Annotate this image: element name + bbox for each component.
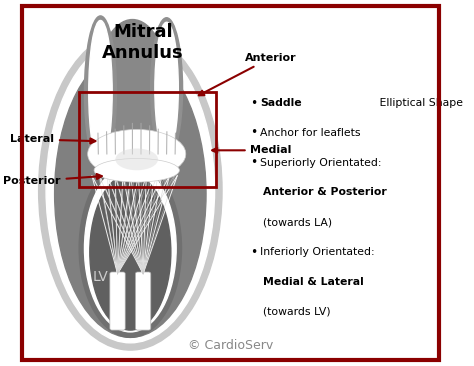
- Ellipse shape: [79, 159, 182, 337]
- Ellipse shape: [84, 16, 117, 168]
- Text: Mitral
Annulus: Mitral Annulus: [102, 23, 184, 62]
- Ellipse shape: [155, 22, 178, 155]
- Ellipse shape: [151, 18, 182, 159]
- Text: •: •: [250, 156, 257, 169]
- Text: Inferiorly Orientated:: Inferiorly Orientated:: [260, 247, 375, 257]
- Text: Medial & Lateral: Medial & Lateral: [263, 277, 363, 287]
- Ellipse shape: [38, 30, 222, 350]
- Ellipse shape: [89, 20, 112, 164]
- Text: © CardioServ: © CardioServ: [188, 339, 273, 352]
- Ellipse shape: [90, 174, 171, 330]
- Text: Medial: Medial: [212, 145, 292, 155]
- Text: Anchor for leaflets: Anchor for leaflets: [260, 128, 361, 138]
- Ellipse shape: [94, 158, 179, 182]
- FancyBboxPatch shape: [110, 272, 125, 330]
- Ellipse shape: [115, 149, 158, 170]
- Text: Superiorly Orientated:: Superiorly Orientated:: [260, 158, 382, 168]
- Ellipse shape: [84, 165, 176, 332]
- Text: •: •: [250, 97, 257, 109]
- Ellipse shape: [55, 51, 206, 337]
- Text: Lateral: Lateral: [10, 134, 95, 145]
- Text: Saddle: Saddle: [260, 98, 302, 108]
- Ellipse shape: [96, 19, 169, 158]
- Text: Anterior & Posterior: Anterior & Posterior: [263, 187, 386, 197]
- Text: (towards LV): (towards LV): [263, 307, 330, 317]
- Bar: [79, 92, 216, 187]
- FancyBboxPatch shape: [136, 272, 151, 330]
- Ellipse shape: [46, 38, 215, 343]
- Text: Posterior: Posterior: [3, 174, 102, 186]
- Text: •: •: [250, 126, 257, 139]
- Ellipse shape: [88, 130, 186, 179]
- Text: •: •: [250, 246, 257, 258]
- Text: Elliptical Shape: Elliptical Shape: [376, 98, 463, 108]
- Text: LV: LV: [92, 270, 109, 284]
- Text: (towards LA): (towards LA): [263, 217, 332, 227]
- Text: Anterior: Anterior: [199, 53, 297, 95]
